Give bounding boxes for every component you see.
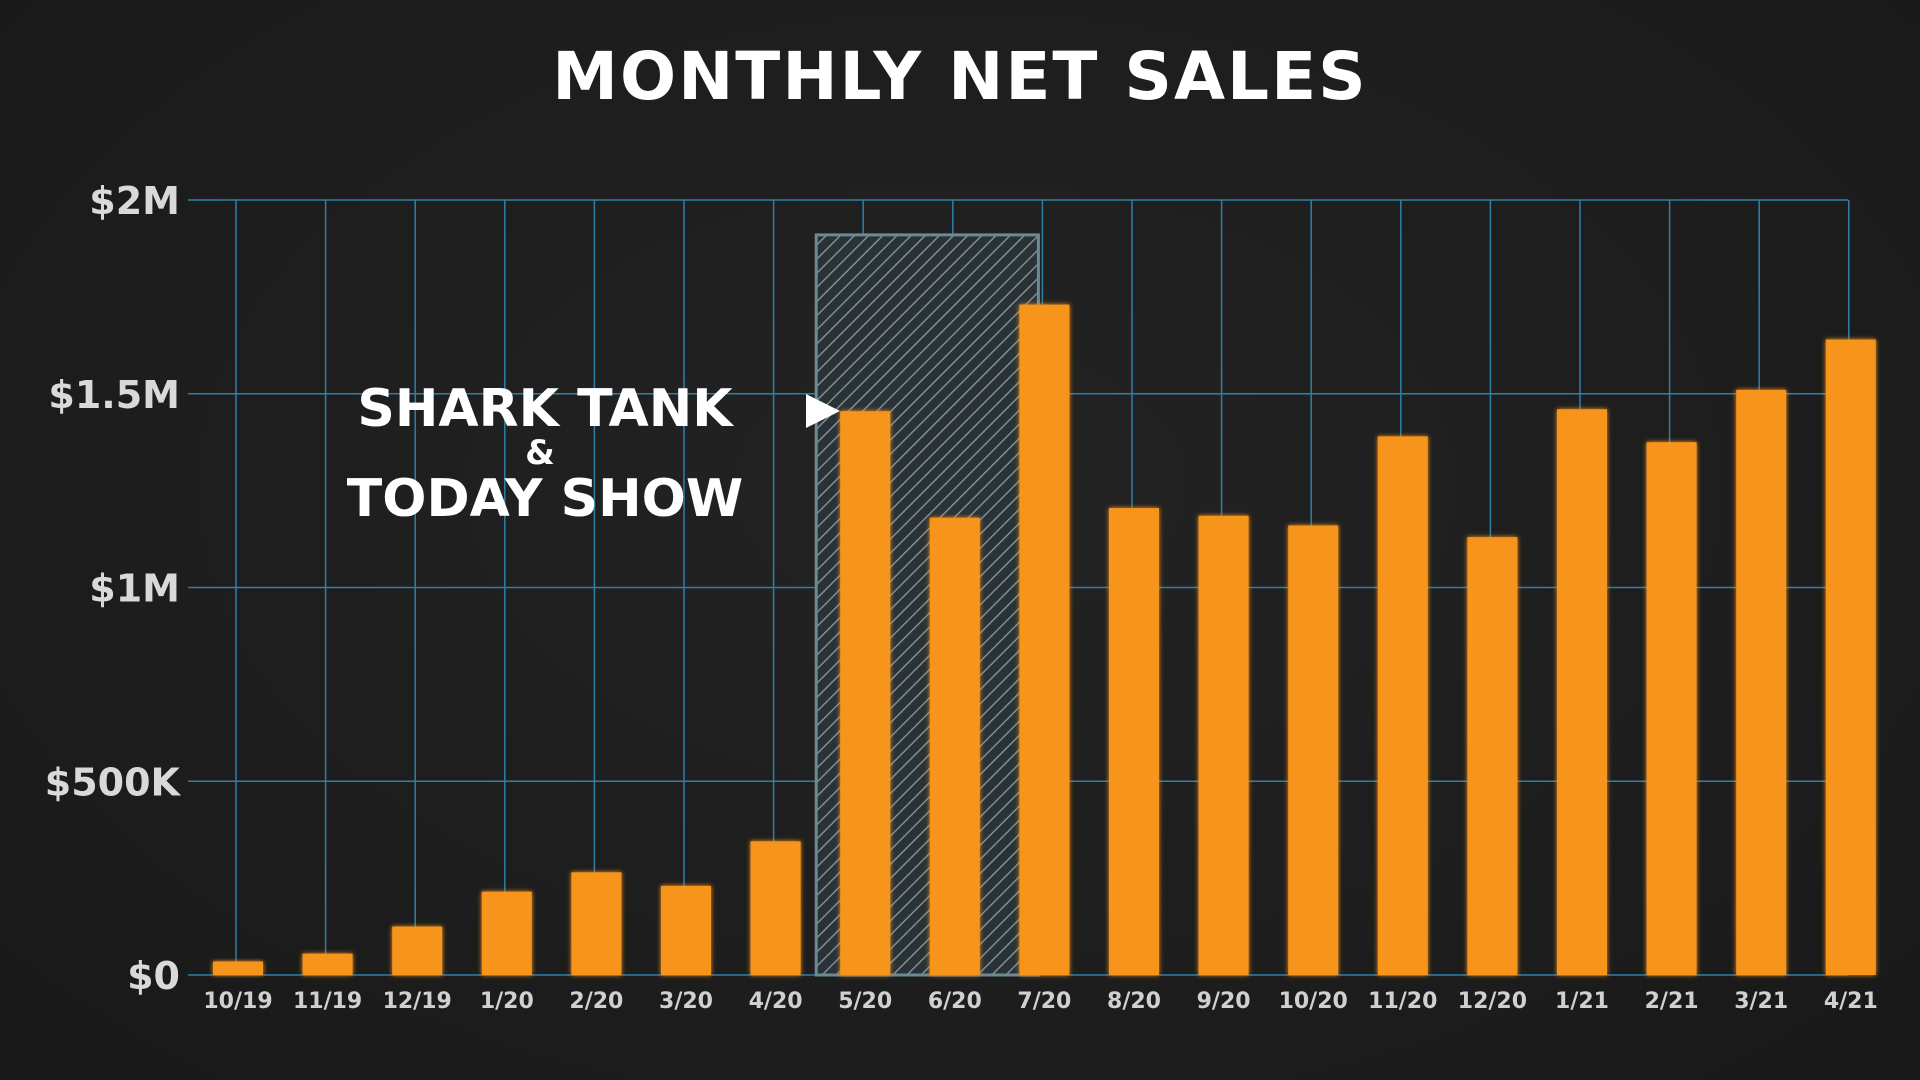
- x-tick-label: 8/20: [1107, 989, 1161, 1014]
- bar-9-20: [1198, 515, 1249, 975]
- bar-12-20: [1467, 537, 1518, 975]
- chart-title: MONTHLY NET SALES: [552, 38, 1368, 115]
- annotation-line-2: &: [525, 433, 555, 473]
- bar-6-20: [929, 517, 980, 975]
- x-tick-label: 12/19: [383, 989, 452, 1014]
- x-axis: 10/19 11/19 12/19 1/20 2/20 3/20 4/20 5/20 6/20 7…: [203, 989, 1877, 1014]
- y-tick-label: $1M: [89, 567, 180, 611]
- x-tick-label: 1/20: [480, 989, 534, 1014]
- bar-5-20: [840, 411, 891, 975]
- x-tick-label: 10/20: [1279, 989, 1348, 1014]
- x-tick-label: 11/20: [1368, 989, 1437, 1014]
- y-tick-label: $2M: [89, 179, 180, 223]
- bar-2-21: [1646, 442, 1697, 975]
- x-tick-label: 2/20: [569, 989, 623, 1014]
- bar-1-20: [481, 891, 532, 975]
- x-tick-label: 2/21: [1645, 989, 1699, 1014]
- bar-2-20: [571, 872, 622, 975]
- x-tick-label: 3/21: [1734, 989, 1788, 1014]
- y-tick-label: $0: [127, 954, 180, 998]
- x-tick-label: 7/20: [1017, 989, 1071, 1014]
- x-tick-label: 5/20: [838, 989, 892, 1014]
- bar-7-20: [1019, 304, 1070, 975]
- y-tick-label: $500K: [45, 760, 182, 804]
- x-tick-label: 11/19: [293, 989, 362, 1014]
- x-tick-label: 4/21: [1824, 989, 1878, 1014]
- x-tick-label: 10/19: [203, 989, 272, 1014]
- annotation: SHARK TANK & TODAY SHOW: [347, 379, 840, 529]
- bars: [213, 304, 1876, 975]
- bar-3-20: [661, 885, 711, 975]
- bar-10-20: [1288, 525, 1339, 975]
- bar-4-21: [1825, 339, 1876, 975]
- bar-10-19: [213, 961, 263, 975]
- triangle-right-icon: [806, 394, 840, 428]
- y-tick-label: $1.5M: [48, 373, 180, 417]
- bar-12-19: [392, 926, 443, 975]
- annotation-line-1: SHARK TANK: [357, 379, 734, 439]
- annotation-line-3: TODAY SHOW: [347, 469, 743, 529]
- bar-3-21: [1736, 389, 1787, 975]
- x-tick-label: 3/20: [659, 989, 713, 1014]
- x-tick-label: 6/20: [928, 989, 982, 1014]
- x-tick-label: 4/20: [749, 989, 803, 1014]
- x-tick-label: 9/20: [1197, 989, 1251, 1014]
- x-tick-label: 12/20: [1458, 989, 1527, 1014]
- y-axis: $0 $500K $1M $1.5M $2M: [45, 179, 182, 998]
- bar-11-20: [1377, 436, 1428, 975]
- x-tick-label: 1/21: [1555, 989, 1609, 1014]
- bar-1-21: [1557, 409, 1607, 975]
- bar-8-20: [1109, 508, 1159, 975]
- bar-4-20: [750, 841, 801, 975]
- bar-11-19: [302, 953, 353, 975]
